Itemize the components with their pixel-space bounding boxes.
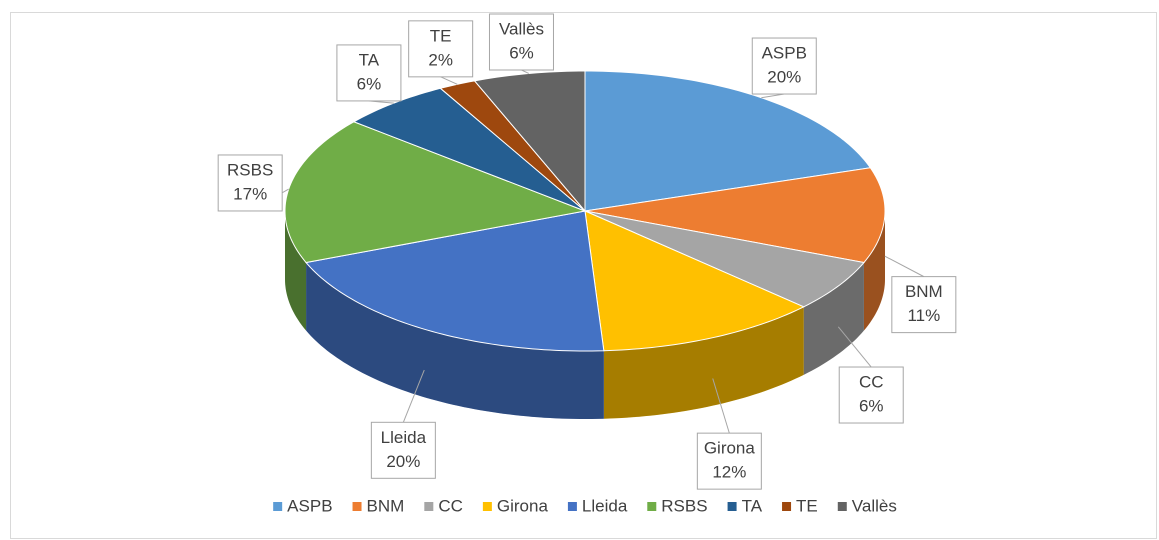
label-name: RSBS	[227, 160, 273, 179]
legend-label: TE	[796, 496, 818, 515]
label-value: 17%	[233, 184, 267, 203]
label-value: 2%	[428, 50, 453, 69]
label-box	[838, 366, 904, 424]
slice	[584, 70, 872, 212]
legend-swatch	[782, 502, 792, 511]
legend-label: ASPB	[287, 496, 332, 515]
slice	[584, 210, 805, 352]
side-shade	[603, 306, 804, 419]
label-box	[336, 44, 402, 102]
legend-label: Girona	[497, 496, 549, 515]
label-box	[891, 276, 957, 334]
legend-label: Lleida	[582, 496, 628, 515]
label-name: TA	[359, 50, 380, 69]
side-shade	[803, 262, 864, 375]
slice	[584, 210, 865, 308]
side-shade	[863, 211, 885, 331]
label-box	[370, 421, 436, 479]
label-value: 11%	[907, 306, 940, 325]
slice-side	[803, 262, 864, 375]
slice-side	[285, 211, 307, 331]
label-name: Lleida	[381, 428, 427, 447]
label-value: 20%	[386, 452, 420, 471]
legend-swatch	[424, 502, 434, 511]
label-name: TE	[430, 26, 452, 45]
label-box	[696, 432, 762, 490]
label-name: BNM	[905, 282, 943, 301]
slice-side	[863, 211, 885, 331]
legend-swatch	[567, 502, 577, 511]
slice	[584, 167, 886, 264]
leader-line	[402, 369, 425, 423]
label-box	[408, 20, 474, 78]
label-name: Vallès	[499, 19, 544, 38]
leader-line	[712, 378, 730, 434]
legend-label: Vallès	[852, 496, 897, 515]
leader-line	[761, 93, 785, 99]
legend-swatch	[352, 502, 362, 511]
slice	[439, 80, 586, 212]
side-shade	[285, 211, 307, 331]
slice	[305, 210, 605, 352]
legend-swatch	[647, 502, 657, 511]
legend-swatch	[273, 502, 283, 511]
slice-side	[306, 262, 604, 419]
label-box	[751, 37, 817, 95]
side-shade	[306, 262, 604, 419]
slice	[473, 70, 586, 213]
label-value: 6%	[859, 397, 884, 416]
legend-label: CC	[438, 496, 463, 515]
label-value: 20%	[767, 68, 801, 87]
label-value: 6%	[509, 43, 534, 62]
slice	[284, 121, 587, 264]
leader-line	[521, 69, 530, 74]
label-name: CC	[859, 373, 884, 392]
legend-swatch	[727, 502, 737, 511]
legend-label: TA	[742, 496, 763, 515]
label-value: 6%	[357, 74, 382, 93]
leader-line	[837, 326, 872, 368]
legend-label: BNM	[367, 496, 405, 515]
slice-side	[603, 306, 804, 419]
leader-line	[884, 255, 925, 278]
legend-swatch	[482, 502, 492, 511]
label-box	[488, 13, 554, 71]
label-value: 12%	[712, 463, 746, 482]
label-name: ASPB	[762, 44, 807, 63]
legend-swatch	[837, 502, 847, 511]
chart-border	[10, 12, 1157, 539]
label-name: Girona	[704, 439, 756, 458]
legend-label: RSBS	[661, 496, 707, 515]
leader-line	[440, 76, 458, 85]
label-box	[217, 154, 283, 212]
slice	[352, 87, 586, 212]
